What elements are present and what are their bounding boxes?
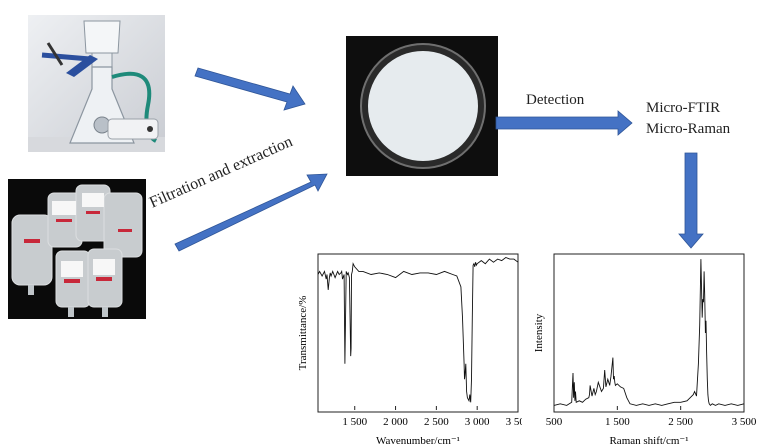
- raman-xtick-label: 500: [546, 416, 563, 428]
- raman-xlabel: Raman shift/cm⁻¹: [609, 435, 688, 447]
- ftir-spectrum-chart: 1 500 2 000 2 500 3 000 3 500 Wavenumber/cm⁻…: [297, 253, 522, 447]
- arrow-bags-to-membrane: [174, 173, 328, 252]
- micro-raman-label: Micro-Raman: [646, 121, 731, 137]
- filter-membrane-icon: [346, 36, 498, 176]
- raman-xtick-label: 1 500: [605, 416, 630, 428]
- raman-xtick-label: 2 500: [668, 416, 693, 428]
- ftir-series-line: [317, 256, 519, 403]
- arrow-apparatus-to-membrane: [194, 67, 306, 111]
- filtration-apparatus-photo: [28, 15, 165, 152]
- ftir-plot-frame: [317, 253, 519, 413]
- ftir-xtick-label: 2 500: [424, 416, 449, 428]
- infusion-bags-photo: [8, 179, 146, 319]
- raman-spectrum-chart: 500 1 500 2 500 3 500 Raman shift/cm⁻¹ Inte…: [533, 253, 757, 447]
- raman-xtick-label: 3 500: [732, 416, 757, 428]
- detection-label: Detection: [526, 92, 585, 108]
- micro-ftir-label: Micro-FTIR: [646, 100, 721, 116]
- iv-bags-icon: [8, 179, 146, 319]
- ftir-xtick-label: 3 500: [506, 416, 522, 428]
- ftir-ylabel: Transmittance/%: [297, 296, 309, 371]
- arrow-down-to-spectrum: [678, 152, 704, 249]
- raman-ylabel: Intensity: [533, 313, 545, 352]
- arrow-detection: [495, 110, 633, 136]
- raman-series-line: [553, 259, 745, 407]
- filter-membrane-photo: [346, 36, 498, 176]
- ftir-xtick-label: 3 000: [465, 416, 490, 428]
- raman-plot-frame: [553, 253, 745, 413]
- filtration-apparatus-icon: [28, 15, 165, 152]
- ftir-xtick-label: 1 500: [342, 416, 367, 428]
- ftir-xtick-label: 2 000: [383, 416, 408, 428]
- ftir-xlabel: Wavenumber/cm⁻¹: [376, 435, 460, 447]
